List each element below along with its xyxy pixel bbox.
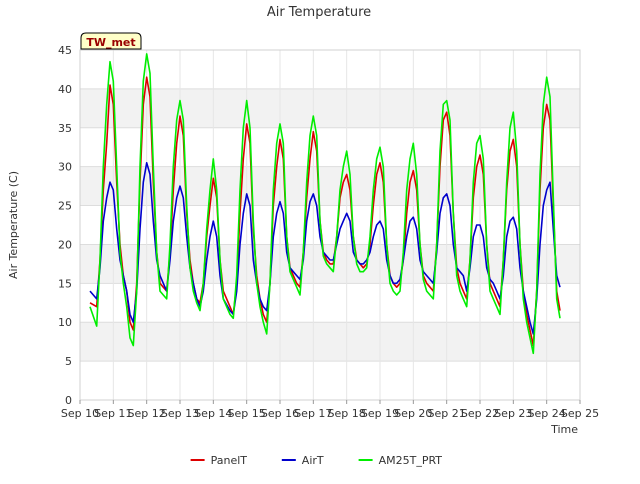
x-tick-label: Sep 20	[394, 407, 432, 420]
legend-label: PanelT	[211, 454, 248, 467]
plot-area	[79, 49, 581, 401]
x-tick-label: Sep 10	[61, 407, 99, 420]
x-tick-label: Sep 12	[128, 407, 166, 420]
legend-item-am25t-prt: AM25T_PRT	[358, 454, 443, 467]
background-band	[80, 166, 580, 206]
station-badge: TW_met	[80, 32, 142, 50]
chart-title: Air Temperature	[267, 5, 371, 20]
x-tick-label: Sep 21	[428, 407, 466, 420]
y-tick-label: 10	[58, 316, 72, 329]
x-tick-label: Sep 15	[228, 407, 266, 420]
y-tick-label: 45	[58, 44, 72, 57]
x-tick-label: Sep 18	[328, 407, 366, 420]
station-badge-label: TW_met	[86, 36, 135, 49]
x-tick-label: Sep 24	[528, 407, 566, 420]
y-tick-label: 15	[58, 277, 72, 290]
legend-item-panelt: PanelT	[190, 454, 248, 467]
series-line-airt	[89, 162, 561, 335]
legend-item-airt: AirT	[281, 454, 324, 467]
background-band	[80, 88, 580, 128]
station-badge-shape	[80, 32, 142, 50]
legend: PanelT AirT AM25T_PRT	[190, 454, 443, 467]
y-tick-label: 25	[58, 200, 72, 213]
y-tick-label: 30	[58, 161, 72, 174]
x-tick-label: Sep 22	[461, 407, 499, 420]
legend-label: AirT	[302, 454, 324, 467]
x-tick-label: Sep 13	[161, 407, 199, 420]
x-tick-label: Sep 25	[561, 407, 599, 420]
y-axis-label: Air Temperature (C)	[7, 171, 20, 279]
y-tick-label: 40	[58, 83, 72, 96]
x-tick-label: Sep 19	[361, 407, 399, 420]
x-tick-label: Sep 14	[194, 407, 232, 420]
y-axis-ticks: 0 5 10 15 20 25 30 35 40 45	[58, 44, 72, 407]
x-axis-label: Time	[550, 423, 578, 436]
background-band	[80, 322, 580, 362]
y-tick-label: 5	[65, 355, 72, 368]
x-tick-label: Sep 23	[494, 407, 532, 420]
x-tick-label: Sep 16	[261, 407, 299, 420]
y-tick-label: 20	[58, 238, 72, 251]
legend-label: AM25T_PRT	[379, 454, 443, 467]
x-tick-label: Sep 11	[94, 407, 132, 420]
y-tick-label: 35	[58, 122, 72, 135]
x-tick-label: Sep 17	[294, 407, 332, 420]
y-tick-label: 0	[65, 394, 72, 407]
series-line-am25t-prt	[89, 53, 561, 355]
series-layer	[89, 53, 561, 355]
